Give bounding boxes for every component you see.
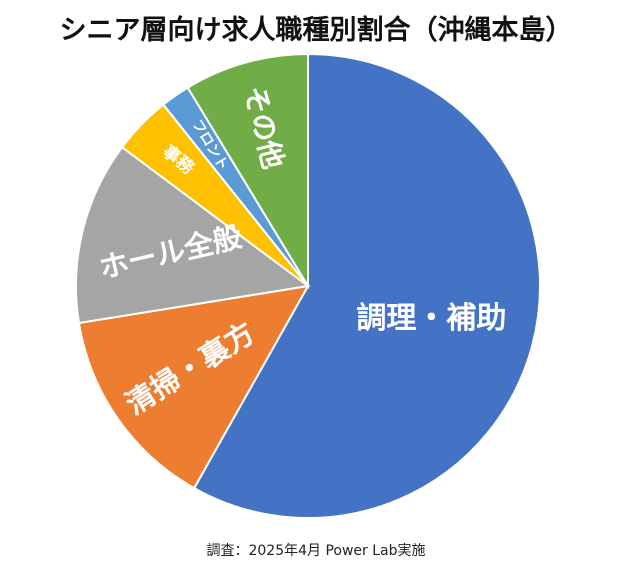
pie-slice-6 bbox=[186, 52, 309, 290]
source-note: 調査：2025年4月 Power Lab実施 bbox=[206, 543, 426, 559]
pie-slice-2 bbox=[77, 284, 310, 490]
pie-slice-3 bbox=[75, 145, 311, 325]
chart-title: シニア層向け求人職種別割合（沖縄本島） bbox=[59, 15, 573, 46]
pie-slice-1 bbox=[192, 52, 541, 519]
pie-label-1: 調理・補助 bbox=[356, 301, 506, 336]
